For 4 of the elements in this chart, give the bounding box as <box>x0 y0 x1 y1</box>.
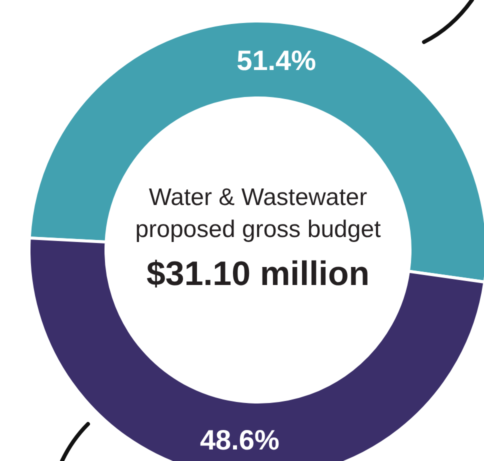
data-label: 51.4% <box>236 45 316 76</box>
text: $31.10 million <box>146 255 370 293</box>
data-label: 48.6% <box>200 424 280 456</box>
text: Water & Wastewater proposed gross budget <box>135 184 382 243</box>
